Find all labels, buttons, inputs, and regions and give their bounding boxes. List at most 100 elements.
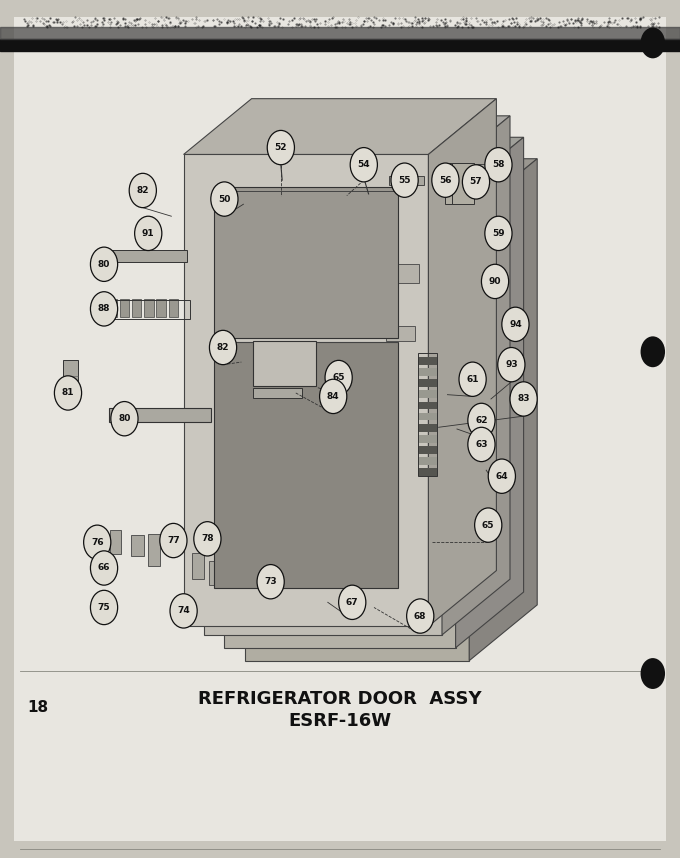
Bar (418, 468, 437, 476)
Text: 50: 50 (218, 195, 231, 203)
Circle shape (257, 565, 284, 599)
Bar (132, 299, 141, 317)
Circle shape (641, 27, 665, 58)
Text: 75: 75 (98, 603, 110, 612)
Polygon shape (245, 159, 537, 214)
Circle shape (468, 427, 495, 462)
Text: 82: 82 (217, 343, 229, 352)
Text: 56: 56 (439, 176, 452, 184)
Text: 81: 81 (62, 389, 74, 397)
Bar (110, 530, 121, 554)
Circle shape (90, 292, 118, 326)
Polygon shape (456, 137, 524, 648)
Text: 83: 83 (517, 395, 530, 403)
Bar (95, 299, 105, 317)
Circle shape (432, 163, 459, 197)
Bar (418, 446, 437, 454)
Bar (169, 299, 178, 317)
Text: 67: 67 (346, 598, 358, 607)
Bar (120, 299, 129, 317)
Polygon shape (469, 159, 537, 661)
Circle shape (475, 508, 502, 542)
Bar (418, 368, 437, 376)
Bar (445, 163, 454, 204)
Text: 68: 68 (414, 612, 426, 620)
Circle shape (641, 658, 665, 689)
Bar (209, 561, 224, 585)
Circle shape (90, 247, 118, 281)
Circle shape (111, 402, 138, 436)
Bar (386, 326, 415, 341)
Text: 78: 78 (201, 535, 214, 543)
Text: 93: 93 (505, 360, 517, 369)
Text: 54: 54 (358, 160, 370, 169)
Text: 64: 64 (496, 472, 508, 480)
Circle shape (641, 336, 665, 367)
Text: 18: 18 (27, 700, 48, 716)
Bar (192, 553, 204, 579)
Bar (418, 435, 437, 443)
Text: 76: 76 (91, 538, 103, 547)
Circle shape (194, 522, 221, 556)
Circle shape (54, 376, 82, 410)
Circle shape (84, 525, 111, 559)
Text: 62: 62 (475, 416, 488, 425)
Bar (109, 408, 211, 422)
Circle shape (481, 264, 509, 299)
Circle shape (510, 382, 537, 416)
Bar (418, 379, 437, 387)
Circle shape (391, 163, 418, 197)
Text: 80: 80 (118, 414, 131, 423)
Circle shape (498, 347, 525, 382)
Text: ESRF-16W: ESRF-16W (288, 712, 392, 729)
Circle shape (211, 182, 238, 216)
Bar (63, 360, 78, 402)
Text: 88: 88 (98, 305, 110, 313)
Text: 73: 73 (265, 577, 277, 586)
Bar (418, 413, 437, 420)
Circle shape (170, 594, 197, 628)
Circle shape (459, 362, 486, 396)
Bar (389, 176, 424, 185)
Bar (0, 27, 680, 39)
Bar (184, 154, 428, 626)
Circle shape (129, 173, 156, 208)
Text: 59: 59 (492, 229, 505, 238)
Text: 63: 63 (475, 440, 488, 449)
Bar (224, 193, 456, 648)
Text: 77: 77 (167, 536, 180, 545)
Circle shape (462, 165, 490, 199)
Circle shape (90, 590, 118, 625)
Polygon shape (442, 116, 510, 635)
Bar (475, 164, 502, 178)
Circle shape (485, 216, 512, 251)
Polygon shape (184, 99, 496, 154)
Circle shape (90, 551, 118, 585)
Bar (418, 390, 437, 398)
Circle shape (488, 459, 515, 493)
Text: 80: 80 (98, 260, 110, 269)
Circle shape (320, 379, 347, 414)
Text: 90: 90 (489, 277, 501, 286)
Text: 91: 91 (142, 229, 154, 238)
Polygon shape (224, 137, 524, 193)
Bar (386, 264, 419, 283)
Text: 57: 57 (470, 178, 482, 186)
Text: 58: 58 (492, 160, 505, 169)
Circle shape (160, 523, 187, 558)
Bar (418, 353, 437, 476)
Text: REFRIGERATOR DOOR  ASSY: REFRIGERATOR DOOR ASSY (198, 691, 482, 708)
Bar (245, 214, 469, 661)
Circle shape (502, 307, 529, 341)
Bar (131, 535, 144, 556)
Bar (253, 388, 302, 398)
Bar (253, 341, 316, 386)
Bar (148, 534, 160, 566)
Text: 55: 55 (398, 176, 411, 184)
Bar (418, 402, 437, 409)
Bar (95, 250, 187, 262)
Bar (418, 357, 437, 365)
Bar (144, 299, 154, 317)
Circle shape (325, 360, 352, 395)
Bar (418, 457, 437, 465)
